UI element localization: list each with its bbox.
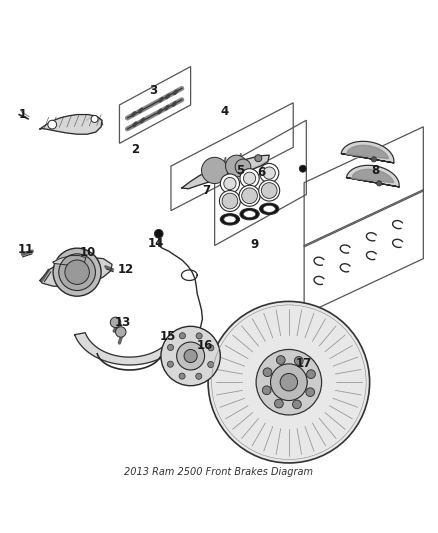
Text: 11: 11 xyxy=(18,243,34,255)
Text: 10: 10 xyxy=(80,246,96,259)
Text: 9: 9 xyxy=(251,238,259,251)
Circle shape xyxy=(208,345,214,351)
Ellipse shape xyxy=(240,208,259,220)
Circle shape xyxy=(48,120,57,129)
Circle shape xyxy=(377,181,382,186)
Text: 2: 2 xyxy=(131,143,139,156)
Ellipse shape xyxy=(260,203,279,215)
Polygon shape xyxy=(341,141,394,163)
Circle shape xyxy=(65,260,89,285)
Circle shape xyxy=(294,357,303,365)
Text: 7: 7 xyxy=(202,184,210,197)
Text: 14: 14 xyxy=(148,237,164,251)
Circle shape xyxy=(161,326,220,386)
Circle shape xyxy=(219,190,240,212)
Circle shape xyxy=(244,172,256,184)
Ellipse shape xyxy=(244,211,256,217)
Text: 16: 16 xyxy=(197,338,213,352)
Circle shape xyxy=(226,155,247,177)
Text: 5: 5 xyxy=(236,164,244,177)
Circle shape xyxy=(262,386,271,394)
Circle shape xyxy=(280,374,297,391)
Circle shape xyxy=(293,400,301,409)
Circle shape xyxy=(208,361,214,368)
Circle shape xyxy=(180,333,186,339)
Text: 4: 4 xyxy=(220,105,228,118)
Circle shape xyxy=(208,302,370,463)
Circle shape xyxy=(256,350,321,415)
Polygon shape xyxy=(40,115,102,134)
Polygon shape xyxy=(182,155,269,189)
Circle shape xyxy=(239,185,260,206)
Circle shape xyxy=(242,188,258,204)
Circle shape xyxy=(222,193,238,209)
Circle shape xyxy=(235,159,251,175)
Text: 6: 6 xyxy=(258,166,266,179)
Text: 12: 12 xyxy=(117,263,134,277)
Circle shape xyxy=(177,342,205,370)
Circle shape xyxy=(154,229,163,238)
Ellipse shape xyxy=(224,216,236,223)
Circle shape xyxy=(299,165,306,172)
Circle shape xyxy=(275,399,283,408)
Circle shape xyxy=(167,361,173,367)
Circle shape xyxy=(167,344,173,351)
Circle shape xyxy=(196,373,202,379)
Circle shape xyxy=(179,373,185,379)
Text: 13: 13 xyxy=(115,316,131,329)
Ellipse shape xyxy=(271,372,307,393)
Text: 15: 15 xyxy=(159,330,176,343)
Circle shape xyxy=(240,169,259,188)
Circle shape xyxy=(196,333,202,339)
Ellipse shape xyxy=(220,214,240,225)
Circle shape xyxy=(263,368,272,377)
Polygon shape xyxy=(346,165,399,187)
Polygon shape xyxy=(53,256,86,265)
Polygon shape xyxy=(40,257,112,287)
Circle shape xyxy=(255,155,262,161)
Ellipse shape xyxy=(263,205,276,212)
Circle shape xyxy=(59,254,95,290)
Circle shape xyxy=(110,317,121,328)
Circle shape xyxy=(116,327,126,337)
Circle shape xyxy=(261,183,277,198)
Circle shape xyxy=(201,157,228,183)
Polygon shape xyxy=(74,333,184,365)
Polygon shape xyxy=(347,146,389,159)
Circle shape xyxy=(276,356,285,365)
Circle shape xyxy=(306,388,314,397)
Circle shape xyxy=(190,362,197,369)
Text: 2013 Ram 2500 Front Brakes Diagram: 2013 Ram 2500 Front Brakes Diagram xyxy=(124,467,314,477)
Circle shape xyxy=(220,174,240,193)
Circle shape xyxy=(224,177,236,190)
Circle shape xyxy=(53,248,101,296)
Polygon shape xyxy=(352,169,394,183)
Circle shape xyxy=(307,370,315,378)
Text: 1: 1 xyxy=(18,108,27,121)
Text: 17: 17 xyxy=(296,357,312,370)
Text: 3: 3 xyxy=(149,85,158,98)
Circle shape xyxy=(263,167,276,179)
Text: 8: 8 xyxy=(371,164,379,177)
Circle shape xyxy=(259,180,280,201)
Circle shape xyxy=(184,350,197,362)
Circle shape xyxy=(271,364,307,400)
Circle shape xyxy=(91,116,98,123)
Circle shape xyxy=(371,157,377,162)
Circle shape xyxy=(260,164,279,183)
